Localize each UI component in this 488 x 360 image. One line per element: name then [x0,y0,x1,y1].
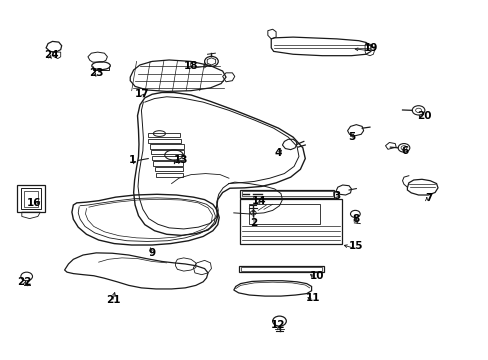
Bar [239,199,341,244]
Bar [148,139,181,143]
Bar [149,144,183,149]
Text: 24: 24 [43,50,58,60]
Text: 8: 8 [352,214,359,224]
Text: 5: 5 [347,132,354,142]
Text: 12: 12 [271,320,285,330]
Text: 2: 2 [250,218,257,228]
Bar [239,190,334,198]
Bar [240,267,322,271]
Text: 6: 6 [401,147,408,157]
Text: 17: 17 [135,89,149,99]
Text: 1: 1 [129,156,136,165]
Bar [153,161,183,166]
Bar [249,203,319,224]
Text: 15: 15 [348,241,363,251]
Text: 14: 14 [251,197,266,206]
Bar [238,266,323,272]
Text: 23: 23 [89,68,103,78]
Text: 3: 3 [333,191,340,201]
Text: 18: 18 [183,61,198,71]
Bar [156,173,183,177]
Bar [154,167,183,171]
Text: 16: 16 [27,198,41,208]
Text: 22: 22 [18,277,32,287]
Bar [152,156,183,160]
Text: 11: 11 [305,293,319,303]
Text: 7: 7 [425,193,432,203]
Text: 21: 21 [106,295,120,305]
Text: 10: 10 [309,271,324,282]
Bar [148,133,180,137]
Text: 20: 20 [416,111,431,121]
Text: 19: 19 [363,43,377,53]
Bar [151,150,184,154]
Text: 4: 4 [274,148,282,158]
Text: 9: 9 [148,248,155,258]
Text: 13: 13 [174,156,188,165]
Bar [241,192,332,197]
